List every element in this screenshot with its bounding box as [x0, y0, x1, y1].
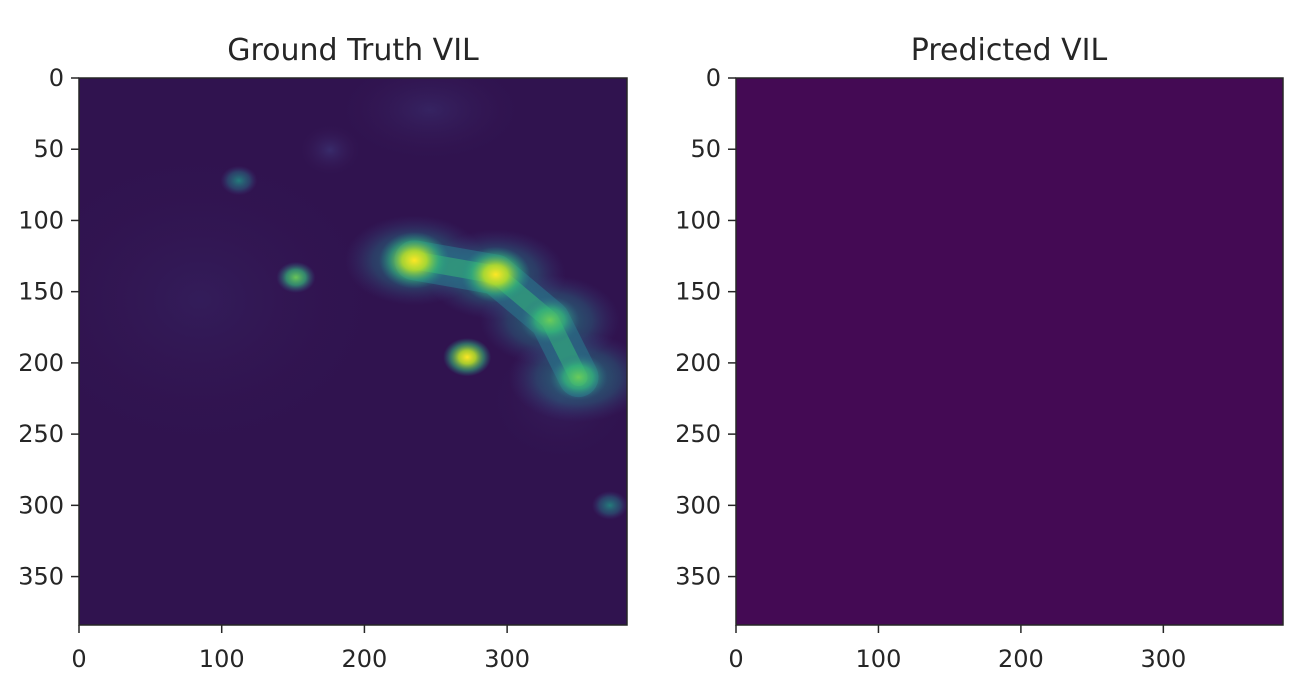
ground-truth-title: Ground Truth VIL — [227, 33, 479, 68]
predicted-y-axis: 0 50 100 150 200 250 300 350 — [675, 64, 736, 591]
y-tick-label: 350 — [675, 563, 721, 591]
y-tick-label: 200 — [675, 349, 721, 377]
storm-cell — [520, 296, 580, 344]
x-tick-label: 100 — [856, 645, 902, 673]
haze-region — [340, 78, 520, 160]
x-tick-label: 0 — [728, 645, 743, 673]
ground-truth-x-axis: 0 100 200 300 — [71, 625, 530, 673]
y-tick-label: 0 — [706, 64, 721, 92]
y-tick-label: 350 — [18, 563, 64, 591]
y-tick-label: 50 — [690, 135, 721, 163]
y-tick-label: 100 — [675, 206, 721, 234]
storm-cell — [220, 165, 258, 196]
x-tick-label: 200 — [342, 645, 388, 673]
y-tick-label: 150 — [675, 278, 721, 306]
ground-truth-y-axis: 0 50 100 150 200 250 300 350 — [18, 64, 79, 591]
storm-cell — [549, 353, 608, 401]
x-tick-label: 100 — [199, 645, 245, 673]
y-tick-label: 250 — [675, 420, 721, 448]
x-tick-label: 200 — [998, 645, 1044, 673]
y-tick-label: 50 — [33, 135, 64, 163]
storm-band-core — [405, 251, 588, 387]
y-tick-label: 150 — [18, 278, 64, 306]
ground-truth-heatmap — [79, 78, 627, 625]
y-tick-label: 300 — [675, 491, 721, 519]
predicted-panel: Predicted VIL 0 100 200 300 0 50 100 150 200 250… — [675, 33, 1284, 673]
storm-cell — [461, 246, 531, 303]
haze-region — [79, 150, 380, 450]
storm-cell — [591, 490, 627, 520]
y-tick-label: 0 — [49, 64, 64, 92]
y-tick-label: 200 — [18, 349, 64, 377]
predicted-frame — [735, 77, 1284, 626]
haze-region — [300, 125, 360, 175]
predicted-title: Predicted VIL — [911, 33, 1108, 68]
ground-truth-panel: Ground Truth VIL 0 100 200 300 0 50 100 150 200… — [18, 33, 628, 673]
storm-cell — [276, 261, 316, 294]
x-tick-label: 300 — [484, 645, 530, 673]
storm-cell — [379, 232, 450, 289]
y-tick-label: 250 — [18, 420, 64, 448]
ground-truth-frame — [78, 77, 628, 626]
predicted-heatmap — [736, 78, 1283, 625]
x-tick-label: 300 — [1140, 645, 1186, 673]
predicted-x-axis: 0 100 200 300 — [728, 625, 1186, 673]
y-tick-label: 100 — [18, 206, 64, 234]
storm-cell — [443, 337, 492, 377]
y-tick-label: 300 — [18, 491, 64, 519]
x-tick-label: 0 — [71, 645, 86, 673]
